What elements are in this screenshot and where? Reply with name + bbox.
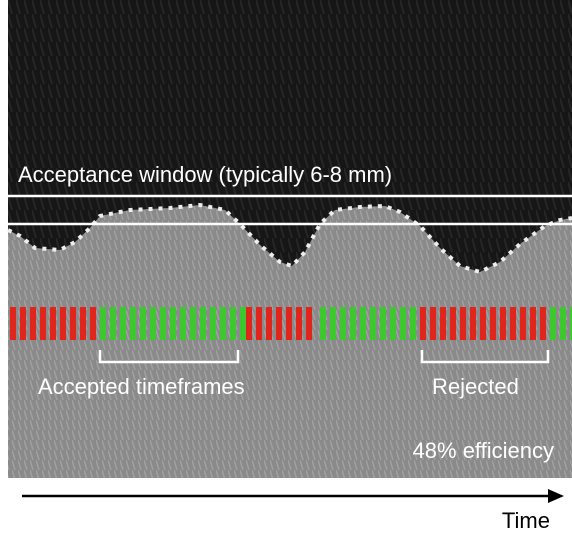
time-arrowhead <box>548 489 564 503</box>
timeframe-bar <box>266 307 272 340</box>
timeframe-bar <box>60 307 66 340</box>
timeframe-bar <box>480 307 486 340</box>
timeframe-bar <box>230 307 236 340</box>
timeframe-bar <box>430 307 436 340</box>
timeframe-bar <box>540 307 546 340</box>
timeframe-bar <box>190 307 196 340</box>
timeframe-bar <box>170 307 176 340</box>
timeframe-bar <box>520 307 526 340</box>
timeframe-bar <box>420 307 426 340</box>
timeframe-bar <box>30 307 36 340</box>
time-label: Time <box>502 508 550 533</box>
timeframe-bar <box>210 307 216 340</box>
timeframe-bar <box>256 307 262 340</box>
timeframe-bar <box>120 307 126 340</box>
timeframe-bar <box>370 307 376 340</box>
timeframe-bar <box>350 307 356 340</box>
timeframe-bar <box>440 307 446 340</box>
timeframe-bar <box>500 307 506 340</box>
timeframe-bar <box>70 307 76 340</box>
timeframe-bar <box>560 307 566 340</box>
timeframe-bar <box>530 307 536 340</box>
timeframe-bar <box>20 307 26 340</box>
timeframe-bar <box>320 307 326 340</box>
timeframe-bar <box>200 307 206 340</box>
timeframe-bar <box>550 307 556 340</box>
timeframe-bar <box>286 307 292 340</box>
timeframe-bar <box>410 307 416 340</box>
timeframe-bar <box>276 307 282 340</box>
timeframe-bar <box>40 307 46 340</box>
timeframe-bar <box>306 307 312 340</box>
timeframe-bar <box>140 307 146 340</box>
timeframe-bar <box>100 307 106 340</box>
figure: Acceptance window (typically 6-8 mm) Acc… <box>0 0 572 534</box>
timeframe-bar <box>220 307 226 340</box>
timeframe-bar <box>180 307 186 340</box>
timeframe-bar <box>490 307 496 340</box>
rejected-label: Rejected <box>432 374 519 399</box>
window-label: Acceptance window (typically 6-8 mm) <box>18 162 392 187</box>
timeframe-bar <box>246 307 252 340</box>
timeframe-bar <box>80 307 86 340</box>
timeframe-bar <box>90 307 96 340</box>
timeframe-bar <box>10 307 16 340</box>
timeframe-bar <box>510 307 516 340</box>
timeframe-bar <box>360 307 366 340</box>
timeframe-bar <box>130 307 136 340</box>
accepted-label: Accepted timeframes <box>38 374 245 399</box>
timeframe-bar <box>160 307 166 340</box>
timeframe-bar <box>470 307 476 340</box>
timeframe-bar <box>340 307 346 340</box>
timeframe-bar <box>150 307 156 340</box>
timeframe-bar <box>450 307 456 340</box>
timeframe-bar <box>460 307 466 340</box>
timeframe-bar <box>50 307 56 340</box>
timeframe-bar <box>110 307 116 340</box>
timeframe-bar <box>330 307 336 340</box>
timeframe-bar <box>380 307 386 340</box>
efficiency-label: 48% efficiency <box>413 438 554 463</box>
timeframe-bar <box>400 307 406 340</box>
timeframe-bar <box>296 307 302 340</box>
timeframe-bar <box>240 307 246 340</box>
timeframe-bar <box>390 307 396 340</box>
